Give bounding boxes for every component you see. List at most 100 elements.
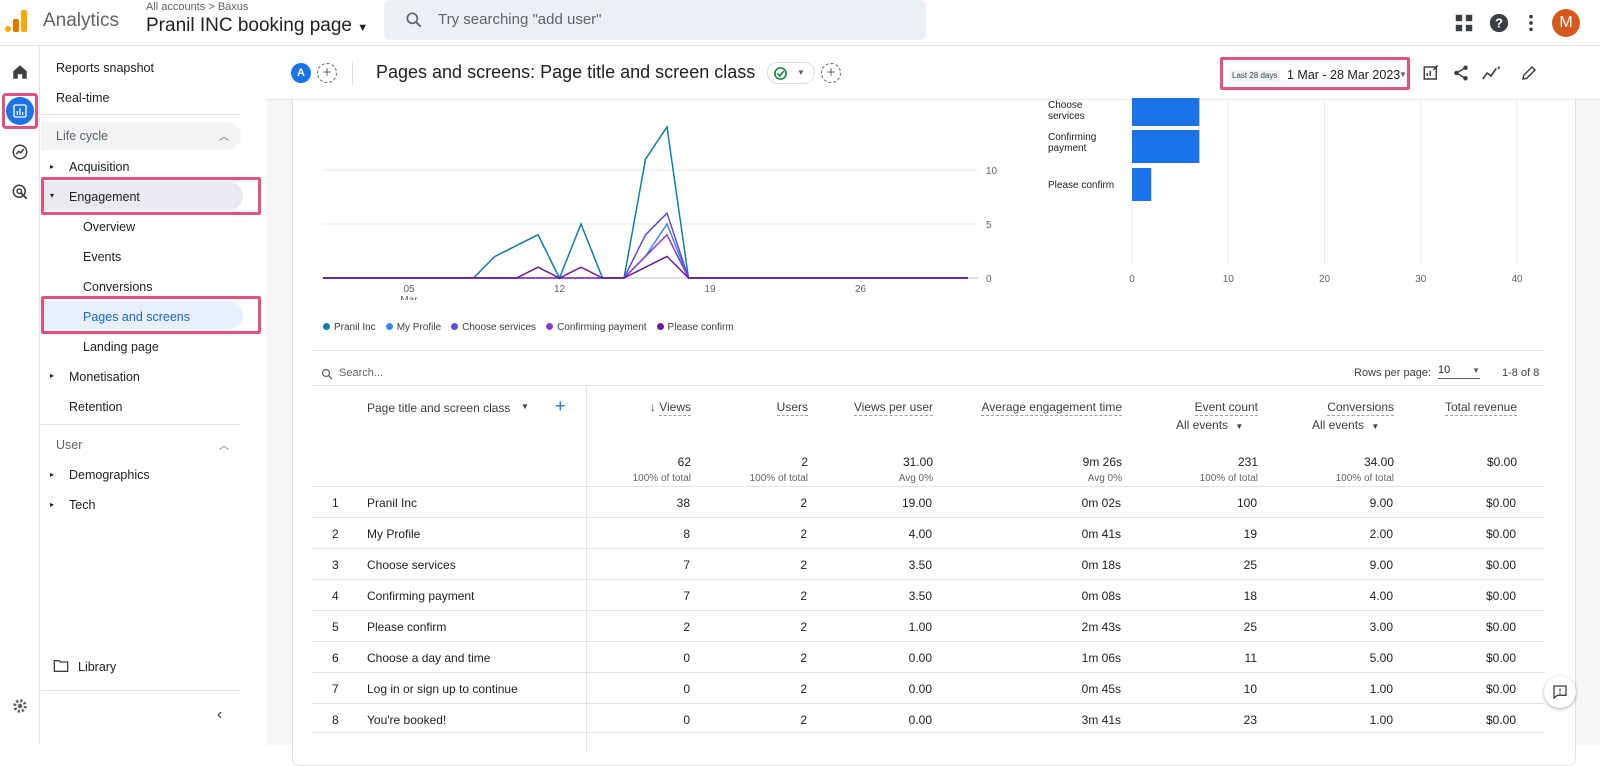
- row-views-per-user: 3.50: [908, 558, 932, 572]
- row-number: 3: [332, 558, 339, 572]
- nav-tech[interactable]: Tech: [69, 498, 96, 512]
- explore-icon[interactable]: [6, 138, 34, 166]
- legend-item[interactable]: Pranil Inc: [323, 322, 376, 333]
- table-row[interactable]: 5 Please confirm 2 2 1.00 2m 43s 25 3.00 $0.00: [312, 610, 1545, 641]
- nav-library[interactable]: Library: [78, 660, 117, 674]
- row-page-title: Choose services: [367, 558, 456, 572]
- nav-reports-snapshot[interactable]: Reports snapshot: [56, 61, 154, 75]
- advertising-icon[interactable]: [6, 178, 34, 206]
- nav-monetisation[interactable]: Monetisation: [69, 370, 140, 384]
- x-tick-label: 30: [1415, 274, 1427, 285]
- row-views-per-user: 4.00: [908, 527, 932, 541]
- table-row[interactable]: 3 Choose services 7 2 3.50 0m 18s 25 9.00 $0.00: [312, 548, 1545, 579]
- row-views: 38: [676, 496, 690, 510]
- global-search[interactable]: Try searching "add user": [384, 0, 926, 40]
- collapse-nav-icon[interactable]: ‹: [217, 706, 223, 723]
- reports-icon[interactable]: [6, 97, 34, 125]
- total-aet-avg: Avg 0%: [1087, 473, 1122, 484]
- feedback-button[interactable]: [1544, 676, 1576, 708]
- legend-dot: [656, 323, 664, 330]
- edit-pencil-icon[interactable]: [1520, 64, 1538, 82]
- table-row[interactable]: 8 You're booked! 0 2 0.00 3m 41s 23 1.00 $0.00: [312, 703, 1545, 734]
- share-icon[interactable]: [1452, 64, 1470, 82]
- user-section-label[interactable]: User: [56, 438, 83, 452]
- help-icon[interactable]: ?: [1488, 12, 1510, 34]
- caret-down-icon[interactable]: ▼: [521, 402, 529, 411]
- nav-realtime[interactable]: Real-time: [56, 91, 110, 105]
- analytics-logo-icon[interactable]: [4, 8, 30, 32]
- table-row[interactable]: 1 Pranil Inc 38 2 19.00 0m 02s 100 9.00 $0.00: [312, 486, 1545, 517]
- revenue-header[interactable]: Total revenue: [1413, 400, 1517, 416]
- total-revenue: $0.00: [1486, 455, 1517, 469]
- views-header[interactable]: ↓ Views: [643, 400, 691, 416]
- table-search-input[interactable]: Search...: [339, 367, 384, 379]
- event-count-header[interactable]: Event count: [1153, 400, 1258, 416]
- caret-down-icon: ▼: [1371, 422, 1380, 431]
- nav-engagement[interactable]: Engagement: [69, 190, 140, 204]
- folder-icon: [53, 660, 69, 672]
- total-conversions: 34.00: [1363, 455, 1394, 469]
- more-vert-icon[interactable]: [1523, 12, 1539, 34]
- table-row[interactable]: 6 Choose a day and time 0 2 0.00 1m 06s 11 5.00…: [312, 641, 1545, 672]
- legend-dot: [385, 323, 393, 330]
- top-bar: Analytics All accounts > Baxus Pranil IN…: [0, 0, 1600, 46]
- table-row[interactable]: 4 Confirming payment 7 2 3.50 0m 08s 18 4.00 $0.…: [312, 579, 1545, 610]
- dimension-header[interactable]: Page title and screen class: [367, 401, 511, 415]
- chevron-up-icon[interactable]: ︿: [219, 132, 229, 143]
- home-icon[interactable]: [6, 58, 34, 86]
- event-filter-value: All events: [1176, 418, 1229, 432]
- views-per-user-header[interactable]: Views per user: [823, 400, 933, 416]
- nav-conversions[interactable]: Conversions: [83, 280, 153, 294]
- expand-arrow-icon[interactable]: ▸: [50, 162, 55, 171]
- insights-icon[interactable]: ✦: [1481, 64, 1501, 82]
- rows-per-page-select[interactable]: 10 ▼: [1438, 364, 1480, 379]
- series-line: [323, 233, 968, 279]
- conversions-header[interactable]: Conversions: [1278, 400, 1394, 416]
- comparison-badge[interactable]: A: [291, 63, 311, 83]
- nav-landing-page[interactable]: Landing page: [83, 340, 159, 354]
- row-page-title: Please confirm: [367, 620, 447, 634]
- row-revenue: $0.00: [1485, 713, 1516, 727]
- add-filter-icon[interactable]: +: [821, 63, 841, 83]
- event-count-filter[interactable]: All events ▼: [1176, 418, 1243, 432]
- users-header[interactable]: Users: [733, 400, 808, 416]
- avg-engagement-header[interactable]: Average engagement time: [943, 400, 1122, 416]
- legend-item[interactable]: Please confirm: [656, 322, 734, 333]
- status-dropdown[interactable]: ▼: [767, 62, 815, 84]
- y-tick-label: 5: [986, 220, 992, 231]
- breadcrumb[interactable]: All accounts > Baxus: [146, 1, 249, 13]
- nav-demographics[interactable]: Demographics: [69, 468, 150, 482]
- collapse-arrow-icon[interactable]: ▾: [50, 191, 55, 200]
- avatar[interactable]: M: [1552, 9, 1580, 37]
- nav-pages-and-screens[interactable]: Pages and screens: [83, 310, 191, 324]
- settings-gear-icon[interactable]: [6, 692, 34, 720]
- nav-retention[interactable]: Retention: [69, 400, 123, 414]
- apps-grid-icon[interactable]: [1453, 12, 1475, 34]
- nav-events[interactable]: Events: [83, 250, 122, 264]
- lifecycle-section[interactable]: [41, 122, 241, 150]
- x-tick-label: 12: [554, 284, 566, 295]
- add-comparison-icon[interactable]: +: [317, 63, 337, 83]
- category-label: Confirming: [1048, 132, 1096, 143]
- expand-arrow-icon[interactable]: ▸: [50, 470, 55, 479]
- customize-report-icon[interactable]: [1422, 64, 1440, 82]
- bar: [1132, 168, 1152, 201]
- add-dimension-icon[interactable]: +: [555, 396, 566, 416]
- legend-label: Pranil Inc: [334, 322, 376, 333]
- row-views: 7: [683, 589, 690, 603]
- x-tick-label: 10: [1223, 274, 1235, 285]
- legend-item[interactable]: My Profile: [385, 322, 441, 333]
- date-range-picker[interactable]: Last 28 days 1 Mar - 28 Mar 2023 ▼: [1220, 57, 1410, 90]
- legend-item[interactable]: Choose services: [451, 322, 536, 333]
- table-row[interactable]: 2 My Profile 8 2 4.00 0m 41s 19 2.00 $0.00: [312, 517, 1545, 548]
- chevron-up-icon[interactable]: ︿: [219, 441, 229, 452]
- nav-acquisition[interactable]: Acquisition: [69, 160, 130, 174]
- nav-overview[interactable]: Overview: [83, 220, 136, 234]
- legend-item[interactable]: Confirming payment: [546, 322, 647, 333]
- conversions-filter[interactable]: All events ▼: [1312, 418, 1379, 432]
- table-row[interactable]: 7 Log in or sign up to continue 0 2 0.00 0m 4…: [312, 672, 1545, 703]
- expand-arrow-icon[interactable]: ▸: [50, 371, 55, 380]
- expand-arrow-icon[interactable]: ▸: [50, 500, 55, 509]
- property-selector[interactable]: Pranil INC booking page ▼: [146, 15, 368, 37]
